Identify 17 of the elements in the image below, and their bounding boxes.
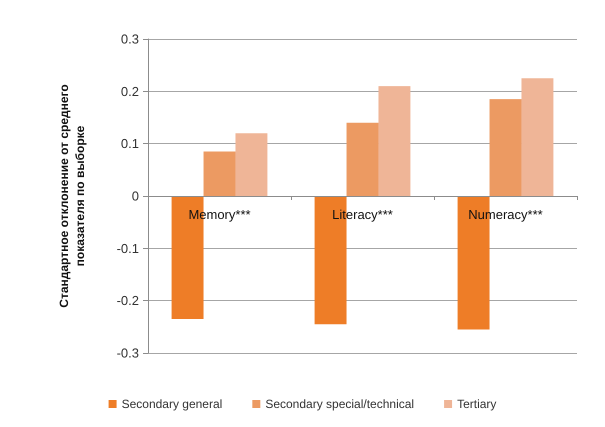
bar [521, 78, 554, 196]
y-tick-label: -0.2 [116, 293, 139, 308]
legend-label: Secondary special/technical [265, 397, 414, 411]
bar [378, 86, 410, 196]
y-tick-label: -0.1 [116, 240, 139, 256]
bar [490, 99, 522, 196]
bar [204, 152, 236, 196]
y-tick-label: 0.2 [120, 84, 139, 99]
y-tick-label: -0.3 [116, 346, 139, 360]
legend-label: Tertiary [457, 397, 496, 411]
y-axis-title: Стандартное отклонение от среднего показателя по выборке [57, 84, 87, 308]
y-tick-label: 0.1 [120, 136, 139, 152]
bar [235, 133, 268, 196]
y-tick-label: 0.3 [120, 32, 139, 46]
bar [346, 122, 378, 196]
y-tick-label: 0 [132, 188, 139, 204]
legend-label: Secondary general [122, 397, 222, 411]
